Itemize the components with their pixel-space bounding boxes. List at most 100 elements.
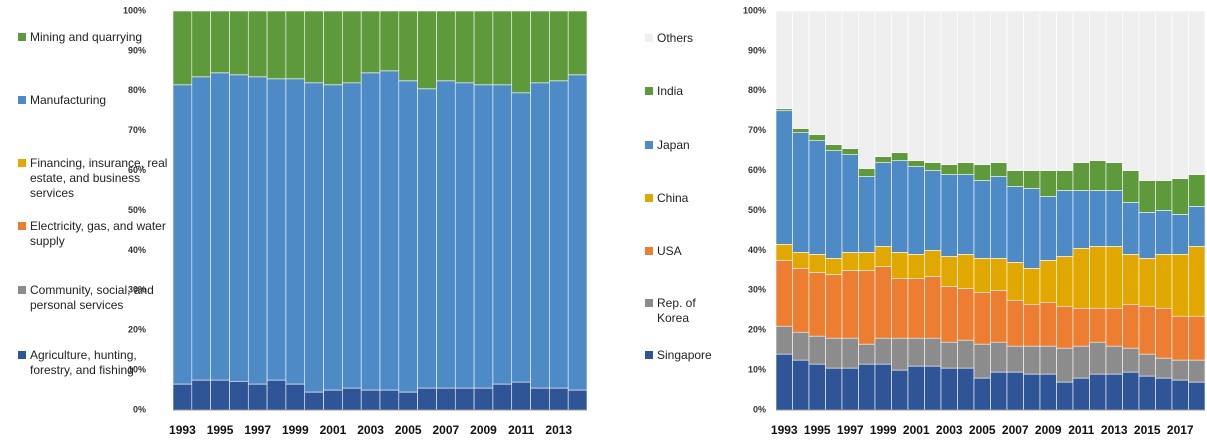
bar-segment <box>924 162 942 171</box>
x-tick-label: 1995 <box>207 423 234 437</box>
bar-segment <box>436 387 456 411</box>
x-tick-label: 1995 <box>804 423 831 437</box>
bar-segment <box>1188 246 1206 317</box>
bar-segment <box>1056 190 1074 257</box>
legend-label: Agriculture, hunting, forestry, and fish… <box>30 348 137 377</box>
y-tick-label: 100% <box>743 5 766 15</box>
bar-segment <box>436 10 456 82</box>
bar-segment <box>990 10 1008 163</box>
legend-swatch <box>18 159 26 167</box>
bar-segment <box>990 341 1008 373</box>
bar-segment <box>891 152 909 161</box>
bar-segment <box>530 10 550 84</box>
bar-segment <box>940 256 958 287</box>
bar-segment <box>957 10 975 163</box>
bar-segment <box>1171 214 1189 255</box>
legend-swatch <box>18 286 26 294</box>
bar-segment <box>1056 347 1074 383</box>
bar-segment <box>511 381 531 411</box>
bar-segment <box>1155 210 1173 255</box>
bar-segment <box>323 10 343 86</box>
bar-segment <box>1006 262 1024 301</box>
bar-segment <box>973 377 991 411</box>
bar-segment <box>924 337 942 367</box>
bar-segment <box>858 363 876 411</box>
bar-segment <box>891 252 909 279</box>
bar-segment <box>775 353 793 411</box>
bar-segment <box>1006 10 1024 171</box>
bar-segment <box>1155 180 1173 211</box>
x-tick-label: 2001 <box>320 423 347 437</box>
bar-segment <box>229 74 249 382</box>
legend-swatch <box>645 34 653 42</box>
bar-segment <box>323 389 343 411</box>
bar-segment <box>792 10 810 130</box>
y-tick-label: 10% <box>128 364 146 374</box>
legend-swatch <box>645 247 653 255</box>
bar-segment <box>1105 10 1123 163</box>
bar-segment <box>1072 190 1090 249</box>
legend-label: Financing, insurance, real estate, and b… <box>30 156 168 200</box>
bar-segment <box>1122 347 1140 373</box>
bar-segment <box>229 380 249 411</box>
bar-segment <box>874 156 892 163</box>
bar-segment <box>1039 10 1057 171</box>
bar-segment <box>1072 307 1090 347</box>
bar-segment <box>1023 10 1041 171</box>
legend-entry: Rep. of Korea <box>645 296 715 326</box>
bar-segment <box>285 78 306 385</box>
bar-segment <box>1138 258 1156 307</box>
bar-segment <box>825 337 843 369</box>
bar-segment <box>417 10 437 90</box>
bar-segment <box>940 164 958 175</box>
bar-segment <box>1155 10 1173 181</box>
bar-segment <box>940 367 958 411</box>
bar-segment <box>398 391 418 411</box>
bar-segment <box>492 84 513 385</box>
bar-segment <box>1089 190 1107 247</box>
bar-segment <box>841 10 859 149</box>
bar-segment <box>957 162 975 175</box>
bar-segment <box>1105 307 1123 347</box>
bar-segment <box>360 10 381 74</box>
bar-segment <box>1155 307 1173 359</box>
y-tick-label: 100% <box>123 5 146 15</box>
bar-segment <box>1039 196 1057 261</box>
bar-segment <box>825 367 843 411</box>
legend-label: USA <box>657 244 682 258</box>
bar-segment <box>549 80 569 389</box>
bar-segment <box>1006 371 1024 411</box>
bar-segment <box>1072 162 1090 191</box>
y-tick-label: 40% <box>748 245 766 255</box>
bar-segment <box>549 387 569 411</box>
bar-segment <box>841 367 859 411</box>
legend-label: Community, social, and personal services <box>30 283 154 312</box>
bar-segment <box>1188 359 1206 383</box>
bar-segment <box>567 74 588 391</box>
bar-segment <box>1006 299 1024 347</box>
bar-segment <box>858 270 876 345</box>
legend-entry: Singapore <box>645 348 715 363</box>
x-tick-label: 2003 <box>357 423 384 437</box>
y-tick-label: 90% <box>748 45 766 55</box>
legend-entry: Community, social, and personal services <box>18 283 178 313</box>
bar-segment <box>924 276 942 339</box>
bar-segment <box>1056 305 1074 349</box>
bar-segment <box>1039 260 1057 303</box>
bar-segment <box>530 82 550 389</box>
bar-segment <box>874 10 892 157</box>
bar-segment <box>775 110 793 245</box>
bar-segment <box>1138 375 1156 411</box>
bar-segment <box>304 391 324 411</box>
bar-segment <box>1138 305 1156 355</box>
bar-segment <box>1023 303 1041 347</box>
y-tick-label: 40% <box>128 245 146 255</box>
legend-label: Others <box>657 31 694 45</box>
y-tick-label: 50% <box>748 205 766 215</box>
x-tick-label: 2013 <box>1101 423 1128 437</box>
bar-segment <box>775 325 793 355</box>
legend-swatch <box>18 96 26 104</box>
bar-segment <box>775 244 793 261</box>
bar-segment <box>973 180 991 259</box>
bar-segment <box>549 10 569 82</box>
